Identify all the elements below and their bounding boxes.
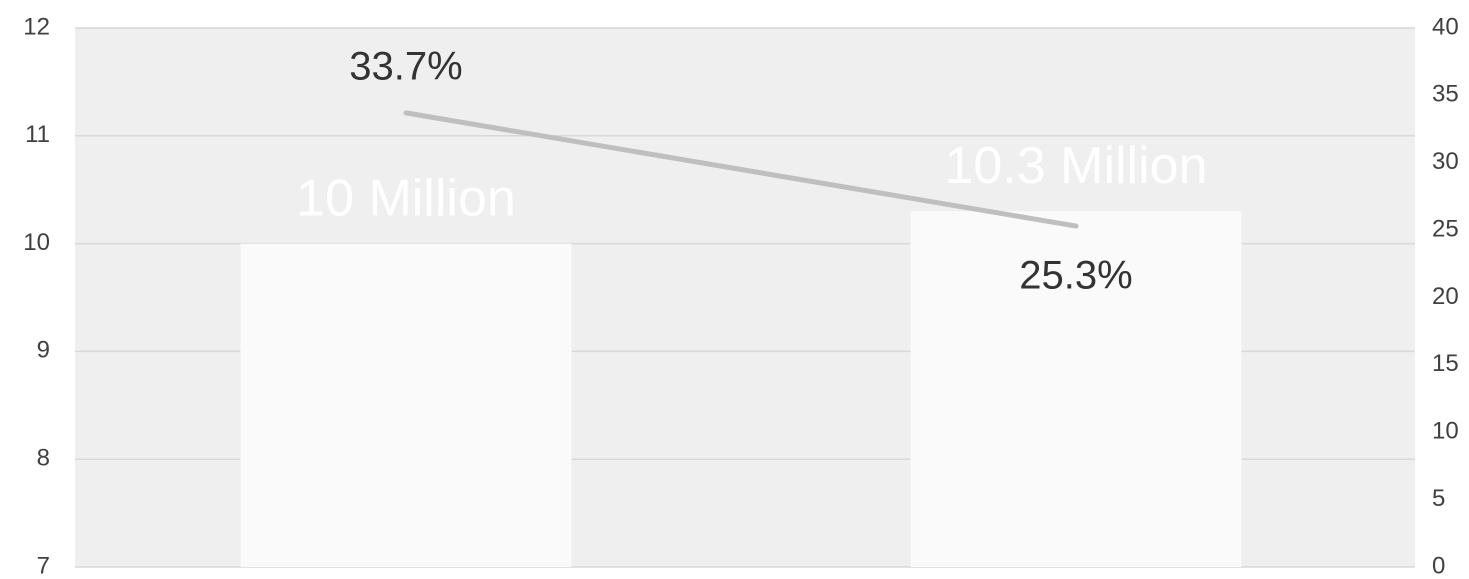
- y-tick-label: 8: [37, 445, 50, 472]
- y2-tick-label: 15: [1432, 350, 1459, 377]
- bar: [910, 211, 1242, 567]
- y2-tick-label: 30: [1432, 148, 1459, 175]
- y-tick-label: 11: [25, 121, 50, 148]
- line-value-label: 25.3%: [1019, 254, 1132, 298]
- y2-tick-label: 10: [1432, 418, 1459, 445]
- y2-tick-label: 5: [1432, 485, 1445, 512]
- y2-tick-label: 0: [1432, 552, 1445, 579]
- y-tick-label: 9: [37, 337, 50, 364]
- y2-tick-label: 40: [1432, 13, 1459, 40]
- y-tick-label: 10: [23, 229, 50, 256]
- bar-value-label: 10 Million: [296, 169, 516, 227]
- y2-tick-label: 35: [1432, 81, 1459, 108]
- line: [403, 110, 1079, 229]
- bar: [240, 243, 572, 567]
- y2-tick-label: 25: [1432, 215, 1459, 242]
- bar-value-label: 10.3 Million: [944, 137, 1207, 195]
- y2-tick-label: 20: [1432, 283, 1459, 310]
- line-value-label: 33.7%: [349, 44, 462, 88]
- y-tick-label: 7: [37, 552, 50, 579]
- y-tick-label: 12: [23, 13, 50, 40]
